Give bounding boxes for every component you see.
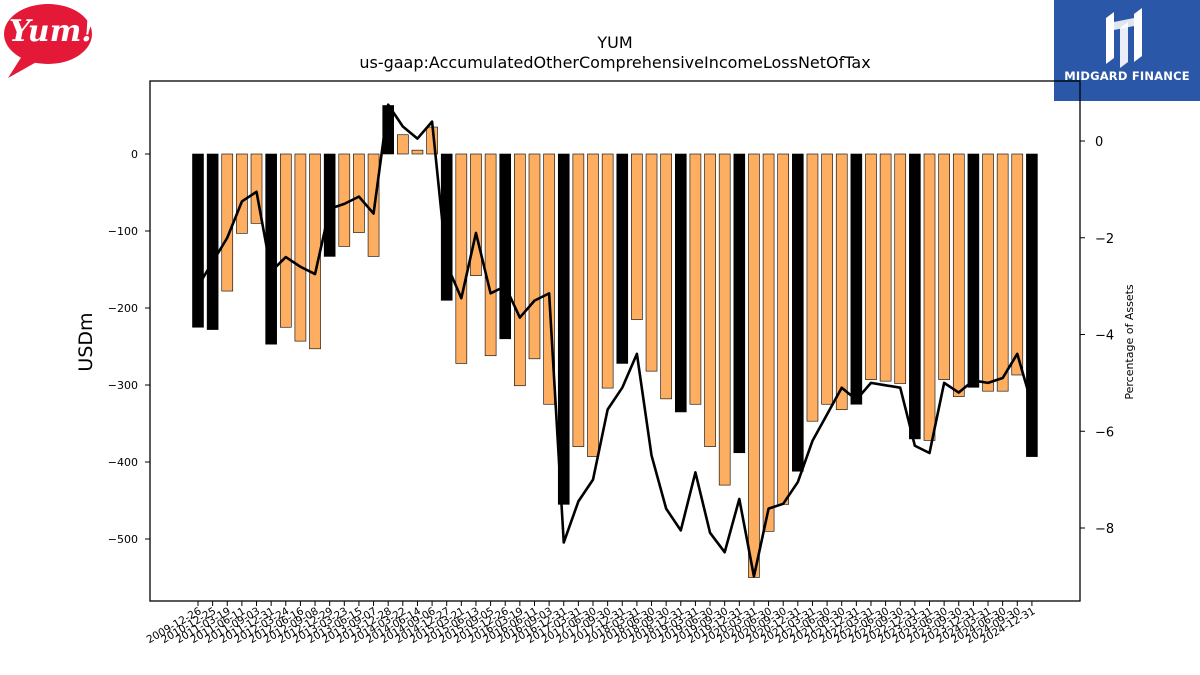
bar-2024-12-31 <box>1026 153 1038 457</box>
bar-2021-12-31 <box>850 153 863 405</box>
bar-2016-06-11 <box>528 153 541 360</box>
bar-2024-03-31 <box>982 153 994 392</box>
bar-2010-12-25 <box>206 153 219 330</box>
plot-frame <box>149 80 1081 602</box>
bar-2012-03-24 <box>279 153 292 328</box>
y-tick-label: −500 <box>108 533 138 546</box>
bar-2019-09-30 <box>718 153 731 486</box>
bar-2013-03-23 <box>338 153 351 247</box>
bar-2011-09-03 <box>250 153 263 224</box>
yum-speech-bubble-icon <box>4 4 92 78</box>
chart-subtitle: us-gaap:AccumulatedOtherComprehensiveInc… <box>359 53 870 72</box>
bar-2020-03-31 <box>748 153 760 578</box>
bar-2017-12-31 <box>616 153 629 364</box>
bar-2012-06-16 <box>294 153 307 342</box>
bar-2011-03-19 <box>221 153 234 292</box>
bar-2019-12-31 <box>733 153 746 454</box>
bar-2024-09-30 <box>1011 153 1024 376</box>
bar-2017-03-31 <box>572 153 585 447</box>
bar-2023-06-30 <box>938 153 950 380</box>
bar-2022-09-30 <box>894 153 907 384</box>
bar-2014-06-14 <box>411 149 424 155</box>
bar-2022-03-31 <box>865 153 877 380</box>
y-tick-label: −400 <box>108 456 138 469</box>
y2-tick-label: −8 <box>1095 522 1114 537</box>
bar-2017-06-30 <box>587 153 599 457</box>
y2-tick-label: 0 <box>1095 135 1103 150</box>
bar-2014-03-22 <box>397 134 409 155</box>
bar-2018-03-31 <box>631 153 643 320</box>
bar-2022-06-30 <box>879 153 892 382</box>
bar-2022-12-31 <box>909 153 921 440</box>
line-layer <box>196 103 1034 578</box>
bar-2016-09-03 <box>543 153 555 405</box>
bar-2015-06-13 <box>470 153 482 276</box>
midgard-finance-watermark: MIDGARD FINANCE <box>1054 0 1200 101</box>
bar-2023-03-31 <box>923 153 936 441</box>
bar-2014-12-27 <box>440 153 453 301</box>
y2-tick-label: −2 <box>1095 232 1114 247</box>
bar-2020-06-30 <box>762 153 775 532</box>
bar-2023-12-31 <box>967 153 980 388</box>
y-axis-label: USDm <box>75 312 97 371</box>
axes-layer: 0−100−200−300−400−5000−2−4−6−82009-12-26… <box>108 80 1114 646</box>
bar-2013-06-15 <box>353 153 365 233</box>
bar-2021-09-30 <box>835 153 848 410</box>
bar-2020-12-31 <box>792 153 804 472</box>
bar-2019-06-30 <box>704 153 716 447</box>
y-tick-label: −300 <box>108 379 138 392</box>
bar-2021-03-31 <box>806 153 819 422</box>
bar-2011-06-11 <box>236 153 248 234</box>
bar-2011-12-31 <box>265 153 277 345</box>
bar-2018-12-31 <box>674 153 687 413</box>
y-tick-label: −100 <box>108 225 138 238</box>
bar-2019-03-31 <box>689 153 702 405</box>
bar-2017-09-30 <box>601 153 614 389</box>
bar-2015-03-21 <box>455 153 468 364</box>
line-percentage-of-assets <box>196 103 1034 578</box>
bar-2018-09-30 <box>660 153 672 400</box>
bar-2009-12-26 <box>192 153 204 328</box>
watermark-text: MIDGARD FINANCE <box>1064 69 1190 83</box>
bar-2018-06-30 <box>645 153 658 372</box>
y2-axis-label: Percentage of Assets <box>1123 284 1136 400</box>
bar-2024-06-30 <box>996 153 1009 392</box>
bars-layer <box>192 105 1038 578</box>
yum-logo-text: Yum! <box>9 14 95 49</box>
bar-2016-12-31 <box>557 153 570 505</box>
chart-title: YUM <box>596 33 632 52</box>
y-tick-label: −200 <box>108 302 138 315</box>
y2-tick-label: −4 <box>1095 329 1114 344</box>
bar-2021-06-30 <box>821 153 833 405</box>
yum-logo: Yum! <box>0 0 100 82</box>
midgard-m-icon <box>1106 8 1142 68</box>
y2-tick-label: −6 <box>1095 425 1114 440</box>
bar-2015-12-26 <box>499 153 512 340</box>
y-tick-label: 0 <box>131 148 138 161</box>
bar-2020-09-30 <box>777 153 790 505</box>
bar-2023-09-30 <box>952 153 965 397</box>
bar-2012-12-29 <box>323 153 336 257</box>
bar-2015-09-05 <box>484 153 497 357</box>
bar-2016-03-19 <box>514 153 526 387</box>
